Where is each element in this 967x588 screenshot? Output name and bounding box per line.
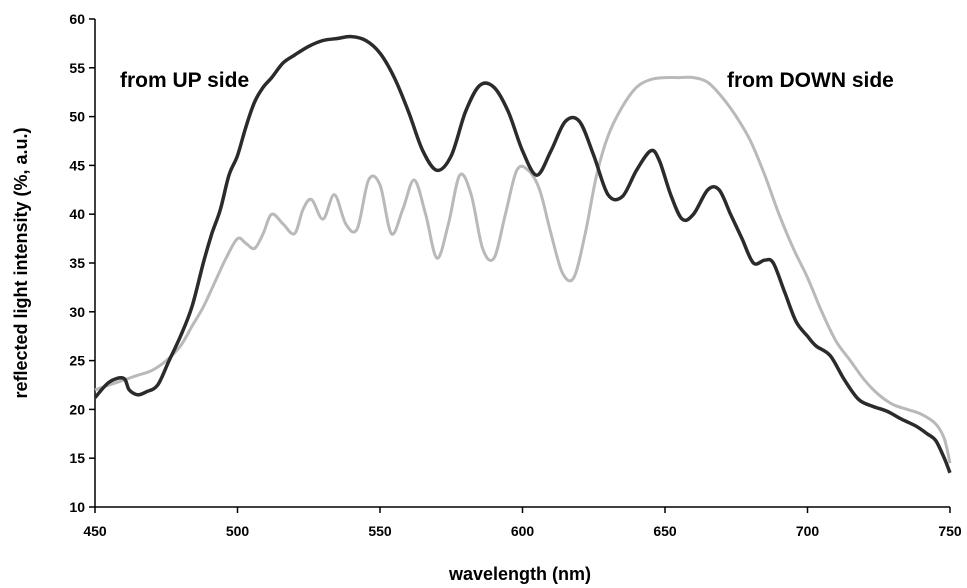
- x-ticks: 450 500 550 600 650 700 750: [83, 507, 962, 539]
- y-tick-label: 20: [69, 401, 85, 417]
- y-tick-label: 10: [69, 499, 85, 515]
- y-tick-label: 50: [69, 109, 85, 125]
- x-axis-title: wavelength (nm): [448, 564, 591, 584]
- series-label-down: from DOWN side: [727, 69, 894, 92]
- y-ticks: 10 15 20 25 30 35 40 45 50 55 60: [69, 11, 95, 515]
- y-tick-label: 60: [69, 11, 85, 27]
- y-tick-label: 35: [69, 255, 85, 271]
- series-line-up-side: [93, 34, 952, 474]
- x-tick-label: 700: [796, 523, 820, 539]
- y-tick-label: 15: [69, 450, 85, 466]
- x-tick-label: 450: [83, 523, 107, 539]
- y-tick-label: 40: [69, 206, 85, 222]
- x-tick-label: 600: [511, 523, 535, 539]
- series-label-up: from UP side: [120, 69, 249, 92]
- series-group: [93, 34, 952, 474]
- y-tick-label: 30: [69, 304, 85, 320]
- y-tick-label: 55: [69, 60, 85, 76]
- y-tick-label: 45: [69, 157, 85, 173]
- y-axis-title: reflected light intensity (%, a.u.): [11, 127, 31, 398]
- series-line-down-side: [94, 75, 952, 464]
- x-tick-label: 750: [938, 523, 962, 539]
- y-tick-label: 25: [69, 353, 85, 369]
- x-tick-label: 500: [226, 523, 250, 539]
- x-tick-label: 550: [368, 523, 392, 539]
- plot-area: 10 15 20 25 30 35 40 45 50 55 60 450 500 550 600 650 70…: [69, 11, 961, 539]
- x-tick-label: 650: [653, 523, 677, 539]
